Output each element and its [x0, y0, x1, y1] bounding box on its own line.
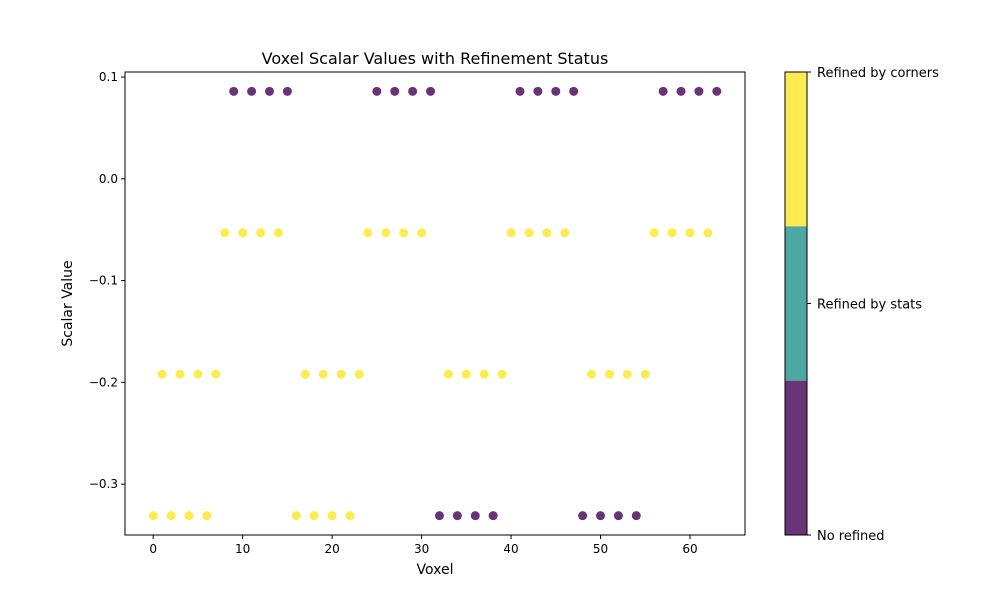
x-tick-label: 60: [682, 542, 697, 556]
colorbar-label: No refined: [817, 529, 885, 544]
data-point: [524, 228, 534, 238]
data-point: [569, 86, 579, 96]
data-point: [649, 228, 659, 238]
x-tick-label: 50: [593, 542, 608, 556]
data-point: [148, 511, 158, 521]
data-point: [685, 228, 695, 238]
colorbar-segment: [785, 380, 807, 535]
data-point: [551, 86, 561, 96]
data-point: [390, 86, 400, 96]
data-point: [238, 228, 248, 238]
colorbar: No refined Refined by stats Refined by cor…: [784, 66, 939, 544]
data-point: [193, 369, 203, 379]
data-point: [336, 369, 346, 379]
data-point: [703, 228, 713, 238]
data-points: [148, 86, 722, 521]
data-point: [399, 228, 409, 238]
data-point: [309, 511, 319, 521]
data-point: [381, 228, 391, 238]
data-point: [443, 369, 453, 379]
data-point: [184, 511, 194, 521]
colorbar-segment: [785, 226, 807, 381]
x-tick-label: 10: [235, 542, 250, 556]
data-point: [479, 369, 489, 379]
colorbar-label: Refined by corners: [817, 66, 939, 81]
x-tick-label: 20: [324, 542, 339, 556]
data-point: [300, 369, 310, 379]
data-point: [434, 511, 444, 521]
y-tick-label: −0.1: [89, 274, 118, 288]
data-point: [676, 86, 686, 96]
y-tick-label: 0.1: [99, 70, 118, 84]
x-tick-label: 0: [149, 542, 157, 556]
data-point: [452, 511, 462, 521]
y-axis-ticks: −0.3 −0.2 −0.1 0.0 0.1: [89, 70, 125, 491]
data-point: [426, 86, 436, 96]
data-point: [667, 228, 677, 238]
data-point: [596, 511, 606, 521]
data-point: [694, 86, 704, 96]
data-point: [157, 369, 167, 379]
data-point: [229, 86, 239, 96]
data-point: [327, 511, 337, 521]
plot-frame: [124, 71, 746, 536]
data-point: [604, 369, 614, 379]
y-tick-label: −0.2: [89, 375, 118, 389]
data-point: [461, 369, 471, 379]
data-point: [282, 86, 292, 96]
data-point: [613, 511, 623, 521]
data-point: [256, 228, 266, 238]
data-point: [506, 228, 516, 238]
data-point: [712, 86, 722, 96]
x-axis-ticks: 0 10 20 30 40 50 60: [149, 535, 698, 556]
y-tick-label: 0.0: [99, 172, 118, 186]
data-point: [220, 228, 230, 238]
data-point: [264, 86, 274, 96]
data-point: [658, 86, 668, 96]
x-tick-label: 30: [414, 542, 429, 556]
data-point: [354, 369, 364, 379]
data-point: [318, 369, 328, 379]
data-point: [202, 511, 212, 521]
data-point: [640, 369, 650, 379]
data-point: [291, 511, 301, 521]
data-point: [578, 511, 588, 521]
data-point: [372, 86, 382, 96]
y-axis-label: Scalar Value: [60, 260, 76, 346]
colorbar-segment: [785, 72, 807, 227]
data-point: [273, 228, 283, 238]
data-point: [497, 369, 507, 379]
data-point: [211, 369, 221, 379]
data-point: [408, 86, 418, 96]
data-point: [488, 511, 498, 521]
data-point: [515, 86, 525, 96]
data-point: [363, 228, 373, 238]
x-axis-label: Voxel: [417, 562, 454, 578]
x-tick-label: 40: [503, 542, 518, 556]
data-point: [470, 511, 480, 521]
colorbar-label: Refined by stats: [817, 298, 922, 313]
data-point: [533, 86, 543, 96]
data-point: [622, 369, 632, 379]
data-point: [587, 369, 597, 379]
data-point: [166, 511, 176, 521]
y-tick-label: −0.3: [89, 477, 118, 491]
data-point: [345, 511, 355, 521]
data-point: [560, 228, 570, 238]
data-point: [631, 511, 641, 521]
data-point: [417, 228, 427, 238]
data-point: [175, 369, 185, 379]
data-point: [542, 228, 552, 238]
data-point: [247, 86, 257, 96]
chart-title: Voxel Scalar Values with Refinement Stat…: [262, 49, 609, 68]
